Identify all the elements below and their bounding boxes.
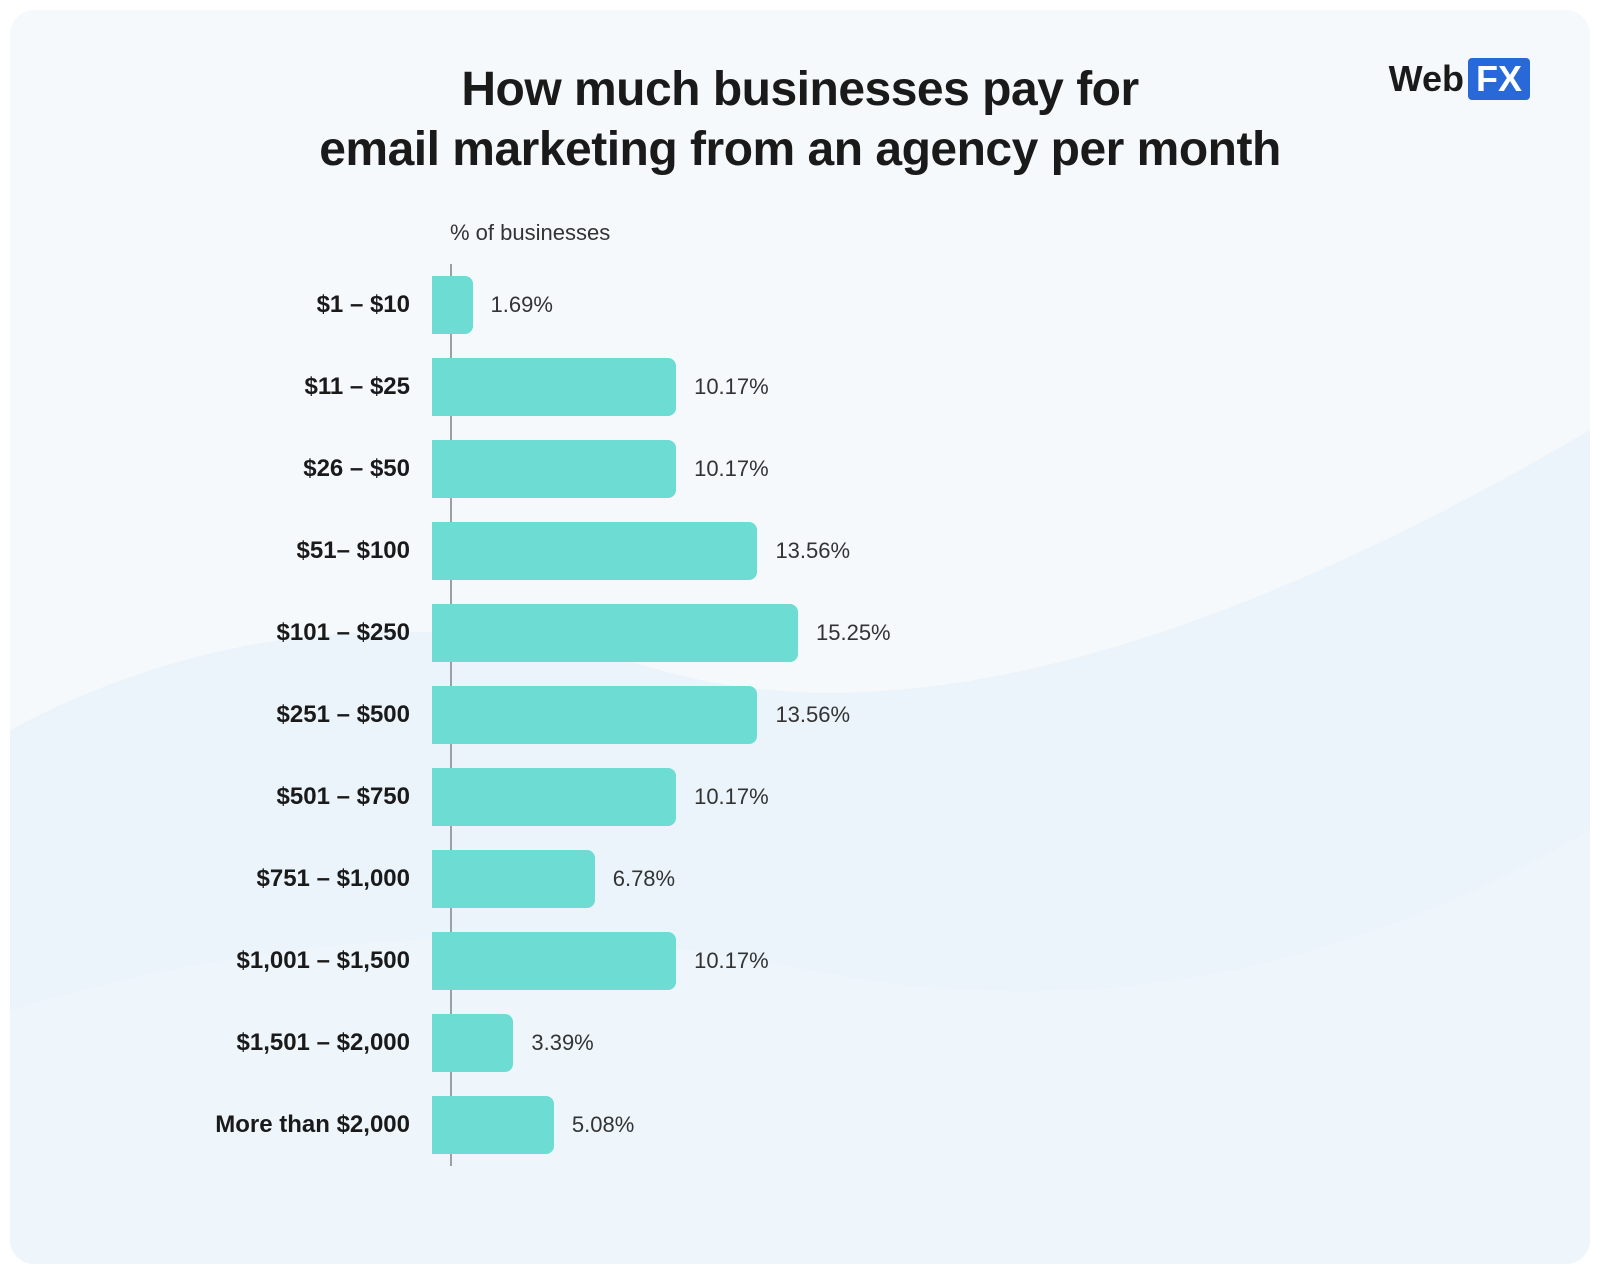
bar xyxy=(432,932,676,990)
bar xyxy=(432,440,676,498)
bar xyxy=(432,604,798,662)
logo-text-web: Web xyxy=(1389,58,1464,100)
chart-row: $51– $100 13.56% xyxy=(10,510,1510,592)
category-label: $501 – $750 xyxy=(10,783,430,811)
value-label: 13.56% xyxy=(775,538,850,564)
chart-title: How much businesses pay for email market… xyxy=(70,60,1530,180)
value-label: 5.08% xyxy=(572,1112,634,1138)
category-label: $11 – $25 xyxy=(10,373,430,401)
logo-text-fx: FX xyxy=(1468,58,1530,100)
value-label: 6.78% xyxy=(613,866,675,892)
category-label: $251 – $500 xyxy=(10,701,430,729)
bar xyxy=(432,686,757,744)
bar-track: 15.25% xyxy=(430,592,1510,674)
chart-row: $1 – $10 1.69% xyxy=(10,264,1510,346)
category-label: $1,001 – $1,500 xyxy=(10,947,430,975)
bar-track: 6.78% xyxy=(430,838,1510,920)
value-label: 1.69% xyxy=(491,292,553,318)
bar xyxy=(432,276,473,334)
bar-track: 10.17% xyxy=(430,756,1510,838)
bar-track: 3.39% xyxy=(430,1002,1510,1084)
category-label: $26 – $50 xyxy=(10,455,430,483)
chart-area: % of businesses $1 – $10 1.69% $11 – $25 10… xyxy=(10,220,1590,1166)
category-label: $1,501 – $2,000 xyxy=(10,1029,430,1057)
value-label: 13.56% xyxy=(775,702,850,728)
title-line-2: email marketing from an agency per month xyxy=(319,123,1281,176)
chart-rows: $1 – $10 1.69% $11 – $25 10.17% $26 – $50 10.… xyxy=(10,264,1510,1166)
chart-card: How much businesses pay for email market… xyxy=(10,10,1590,1264)
chart-header: How much businesses pay for email market… xyxy=(10,10,1590,180)
bar xyxy=(432,768,676,826)
bar-track: 13.56% xyxy=(430,510,1510,592)
bar xyxy=(432,1096,554,1154)
bar-track: 10.17% xyxy=(430,346,1510,428)
category-label: $101 – $250 xyxy=(10,619,430,647)
bar-track: 10.17% xyxy=(430,920,1510,1002)
bar xyxy=(432,1014,513,1072)
category-label: $1 – $10 xyxy=(10,291,430,319)
chart-row: $251 – $500 13.56% xyxy=(10,674,1510,756)
bar xyxy=(432,358,676,416)
category-label: $51– $100 xyxy=(10,537,430,565)
bar-track: 1.69% xyxy=(430,264,1510,346)
bar xyxy=(432,522,757,580)
bar-track: 13.56% xyxy=(430,674,1510,756)
y-axis-label: % of businesses xyxy=(450,220,1510,246)
chart-row: $26 – $50 10.17% xyxy=(10,428,1510,510)
chart-row: $11 – $25 10.17% xyxy=(10,346,1510,428)
category-label: More than $2,000 xyxy=(10,1111,430,1139)
value-label: 10.17% xyxy=(694,948,769,974)
value-label: 10.17% xyxy=(694,374,769,400)
bar-track: 10.17% xyxy=(430,428,1510,510)
value-label: 10.17% xyxy=(694,456,769,482)
chart-row: $751 – $1,000 6.78% xyxy=(10,838,1510,920)
value-label: 3.39% xyxy=(531,1030,593,1056)
brand-logo: Web FX xyxy=(1389,58,1530,100)
chart-row: $1,501 – $2,000 3.39% xyxy=(10,1002,1510,1084)
chart-row: More than $2,000 5.08% xyxy=(10,1084,1510,1166)
bar-track: 5.08% xyxy=(430,1084,1510,1166)
value-label: 10.17% xyxy=(694,784,769,810)
chart-row: $101 – $250 15.25% xyxy=(10,592,1510,674)
bar xyxy=(432,850,595,908)
category-label: $751 – $1,000 xyxy=(10,865,430,893)
chart-row: $501 – $750 10.17% xyxy=(10,756,1510,838)
title-line-1: How much businesses pay for xyxy=(461,63,1138,116)
value-label: 15.25% xyxy=(816,620,891,646)
chart-row: $1,001 – $1,500 10.17% xyxy=(10,920,1510,1002)
